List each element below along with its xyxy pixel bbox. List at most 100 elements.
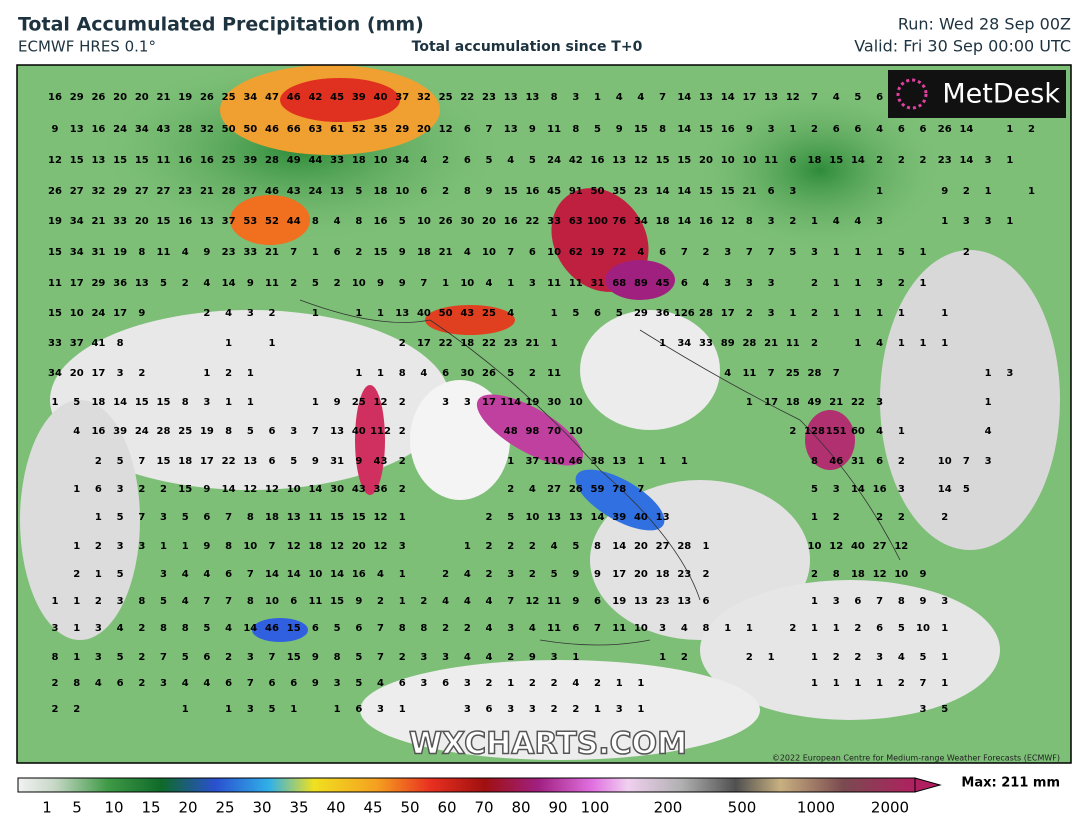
grid-value: 4	[681, 623, 688, 634]
grid-value: 2	[963, 247, 970, 258]
grid-value: 17	[482, 397, 496, 408]
colorbar-label: 100	[581, 799, 610, 817]
grid-value: 2	[52, 678, 59, 689]
grid-value: 7	[269, 541, 276, 552]
grid-value: 1	[876, 308, 883, 319]
grid-value: 8	[399, 623, 406, 634]
grid-value: 1	[95, 569, 102, 580]
grid-value: 3	[768, 216, 775, 227]
grid-value: 1	[833, 247, 840, 258]
grid-value: 24	[91, 308, 105, 319]
grid-value: 15	[113, 155, 127, 166]
grid-value: 14	[113, 397, 127, 408]
grid-value: 20	[135, 216, 149, 227]
grid-value: 26	[91, 92, 105, 103]
grid-value: 16	[178, 216, 192, 227]
grid-value: 52	[265, 216, 279, 227]
grid-value: 7	[312, 426, 319, 437]
grid-value: 13	[677, 596, 691, 607]
grid-value: 13	[91, 155, 105, 166]
grid-value: 7	[507, 596, 514, 607]
colorbar-label: 35	[289, 799, 308, 817]
grid-value: 21	[200, 186, 214, 197]
grid-value: 1	[464, 541, 471, 552]
grid-value: 2	[594, 678, 601, 689]
grid-value: 34	[70, 216, 84, 227]
grid-value: 34	[243, 92, 257, 103]
grid-value: 3	[833, 596, 840, 607]
grid-value: 12	[894, 541, 908, 552]
grid-value: 40	[417, 308, 431, 319]
grid-value: 1	[399, 512, 406, 523]
grid-value: 29	[395, 124, 409, 135]
grid-value: 8	[247, 596, 254, 607]
grid-value: 30	[460, 216, 474, 227]
grid-value: 2	[95, 541, 102, 552]
grid-value: 1	[73, 484, 80, 495]
grid-value: 2	[269, 308, 276, 319]
grid-value: 4	[203, 678, 210, 689]
grid-value: 10	[352, 278, 366, 289]
grid-value: 8	[73, 678, 80, 689]
grid-value: 18	[265, 512, 279, 523]
grid-value: 3	[399, 541, 406, 552]
logo-box	[888, 70, 1066, 118]
grid-value: 42	[569, 155, 583, 166]
grid-value: 1	[746, 397, 753, 408]
grid-value: 2	[138, 678, 145, 689]
grid-value: 6	[898, 124, 905, 135]
grid-value: 1	[941, 678, 948, 689]
grid-value: 2	[160, 484, 167, 495]
grid-value: 4	[182, 247, 189, 258]
grid-value: 16	[374, 216, 388, 227]
grid-value: 1	[898, 426, 905, 437]
grid-value: 1	[854, 678, 861, 689]
grid-value: 8	[138, 596, 145, 607]
grid-value: 12	[287, 541, 301, 552]
grid-value: 1	[941, 308, 948, 319]
colorbar-label: 45	[363, 799, 382, 817]
grid-value: 2	[898, 456, 905, 467]
grid-value: 1	[659, 652, 666, 663]
grid-value: 7	[420, 278, 427, 289]
grid-value: 3	[876, 278, 883, 289]
valid: Valid: Fri 30 Sep 00:00 UTC	[854, 37, 1071, 56]
grid-value: 4	[637, 92, 644, 103]
grid-value: 9	[399, 278, 406, 289]
grid-value: 3	[529, 278, 536, 289]
grid-value: 31	[330, 456, 344, 467]
grid-value: 10	[374, 155, 388, 166]
grid-value: 4	[486, 652, 493, 663]
grid-value: 10	[569, 426, 583, 437]
grid-value: 14	[287, 569, 301, 580]
colorbar-label: 80	[511, 799, 530, 817]
grid-value: 12	[786, 92, 800, 103]
grid-value: 16	[352, 569, 366, 580]
grid-value: 5	[117, 456, 124, 467]
grid-value: 25	[222, 92, 236, 103]
grid-value: 8	[225, 426, 232, 437]
grid-value: 46	[829, 456, 843, 467]
grid-value: 2	[507, 652, 514, 663]
grid-value: 3	[442, 397, 449, 408]
grid-value: 5	[920, 652, 927, 663]
grid-value: 11	[742, 368, 756, 379]
grid-value: 6	[659, 247, 666, 258]
grid-value: 17	[742, 92, 756, 103]
grid-value: 3	[160, 569, 167, 580]
grid-value: 2	[225, 652, 232, 663]
grid-value: 37	[243, 186, 257, 197]
grid-value: 4	[724, 368, 731, 379]
grid-value: 28	[157, 426, 171, 437]
copyright: ©2022 European Centre for Medium-range W…	[772, 754, 1060, 763]
grid-value: 5	[334, 623, 341, 634]
grid-value: 5	[290, 456, 297, 467]
grid-value: 5	[312, 278, 319, 289]
grid-value: 2	[442, 569, 449, 580]
grid-value: 43	[460, 308, 474, 319]
grid-value: 9	[312, 456, 319, 467]
grid-value: 63	[569, 216, 583, 227]
grid-value: 9	[616, 124, 623, 135]
grid-value: 6	[854, 124, 861, 135]
grid-value: 8	[334, 652, 341, 663]
